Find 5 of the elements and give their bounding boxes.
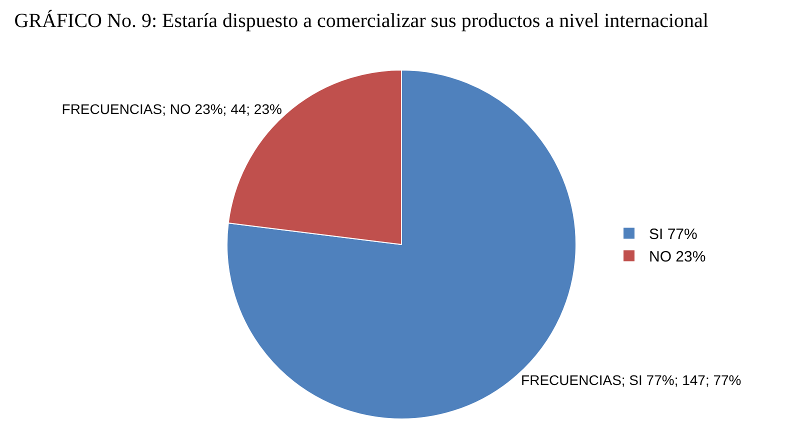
chart-title: GRÁFICO No. 9: Estaría dispuesto a comercializar sus productos a nivel internacional: [14, 9, 709, 32]
legend-label: SI 77%: [649, 226, 698, 244]
data-label: FRECUENCIAS; NO 23%; 44; 23%: [62, 101, 282, 118]
legend-label: NO 23%: [649, 248, 706, 266]
data-label: FRECUENCIAS; SI 77%; 147; 77%: [521, 372, 742, 388]
